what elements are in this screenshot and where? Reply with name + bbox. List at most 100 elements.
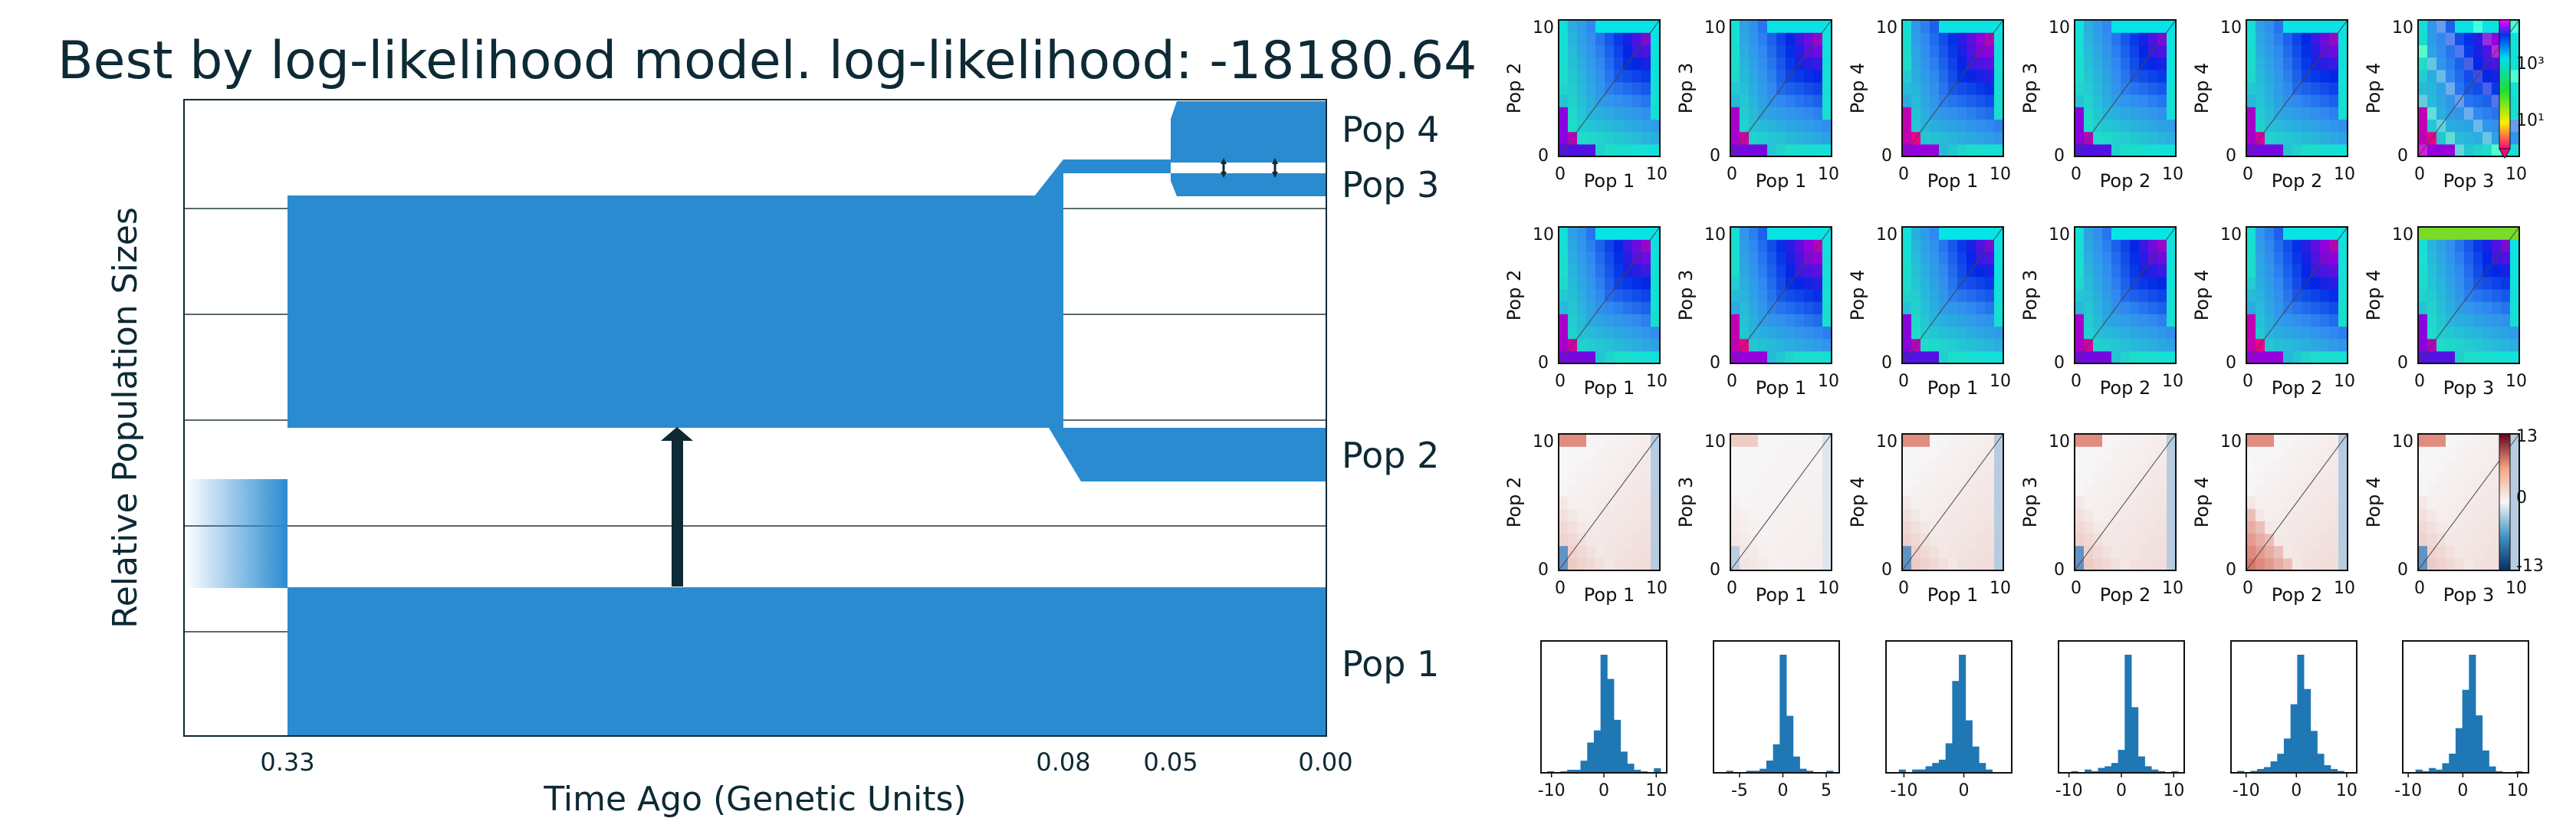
sfs-cell (2121, 264, 2131, 278)
sfs-cell (1813, 326, 1823, 340)
sfs-cell (2455, 326, 2465, 340)
sfs-cell (2492, 143, 2502, 157)
sfs-cell (2302, 251, 2312, 265)
sfs-cell (1632, 521, 1642, 534)
sfs-cell (1614, 326, 1624, 340)
sfs-cell (2418, 326, 2428, 340)
sfs-cell (1822, 276, 1832, 290)
sfs-cell (2084, 20, 2094, 33)
sfs-cell (1985, 434, 1995, 447)
histogram-bar (1746, 770, 1753, 773)
sfs-cell (2075, 107, 2085, 120)
sfs-cell (2501, 251, 2511, 265)
sfs-cell (2102, 350, 2112, 364)
sfs-cell (2084, 81, 2094, 95)
sfs-cell (1930, 545, 1940, 559)
sfs-cell (1577, 495, 1587, 509)
sfs-cell (2274, 326, 2284, 340)
sfs-cell (1623, 131, 1633, 145)
sfs-cell (1641, 301, 1651, 314)
sfs-cell (2446, 20, 2456, 33)
histogram-bar (2118, 750, 2125, 773)
sfs-cell (1586, 483, 1596, 497)
sfs-cell (2338, 288, 2348, 302)
histogram-bar (1607, 678, 1615, 773)
sfs-cell (1767, 314, 1777, 327)
sfs-cell (1994, 338, 2004, 352)
sfs-cell (1568, 495, 1578, 509)
histogram-bar (1938, 759, 1947, 773)
sfs-cell (2436, 107, 2446, 120)
sfs-cell (1957, 227, 1967, 240)
axis-labels: 0.33 0.08 0.05 0.00 Time Ago (Genetic Un… (106, 109, 1439, 819)
sfs-cell (1632, 483, 1642, 497)
sfs-cell (1795, 94, 1805, 107)
sfs-cell (1930, 350, 1940, 364)
sfs-cell (2320, 264, 2330, 278)
sfs-cell (1614, 57, 1624, 71)
sfs-cell (2157, 264, 2167, 278)
sfs-cell (2283, 350, 2293, 364)
histogram-bar (2310, 731, 2318, 773)
sfs-cell (1614, 32, 1624, 45)
sfs-cell (1795, 446, 1805, 459)
sfs-cell (2292, 32, 2302, 45)
sfs-cell (2093, 458, 2103, 472)
sfs-cell (2320, 107, 2330, 120)
sfs-cell (1976, 239, 1986, 252)
sfs-cell (2075, 94, 2085, 107)
sfs-cell (2148, 545, 2158, 559)
sfs-cell (2167, 276, 2177, 290)
sfs-cell (2446, 545, 2456, 559)
sfs-cell (2102, 143, 2112, 157)
y-axis-label: Pop 3 (2019, 477, 2041, 527)
sfs-cell (2427, 107, 2437, 120)
sfs-cell (1568, 314, 1578, 327)
sfs-cell (1740, 508, 1750, 521)
sfs-cell (2167, 143, 2177, 157)
sfs-cell (1822, 338, 1832, 352)
sfs-cell (1921, 264, 1930, 278)
sfs-cell (2102, 57, 2112, 71)
sfs-cell (2482, 350, 2492, 364)
sfs-cell (1804, 483, 1814, 497)
sfs-cell (1786, 314, 1796, 327)
x-tick-right: 10 (2162, 165, 2183, 184)
sfs-cell (2510, 557, 2520, 571)
sfs-cell (1967, 301, 1976, 314)
sfs-cell (1939, 446, 1949, 459)
sfs-cell (2111, 545, 2121, 559)
sfs-cell (1614, 495, 1624, 509)
sfs-cell (2093, 301, 2103, 314)
sfs-cell (1948, 119, 1958, 133)
histogram-bar (2098, 767, 2105, 773)
sfs-cell (1939, 107, 1949, 120)
x-tick-right: 10 (2334, 579, 2355, 598)
sfs-cell (1632, 94, 1642, 107)
sfs-cell (2473, 458, 2483, 472)
sfs-cell (1822, 69, 1832, 83)
histogram-tick-label: 10 (1645, 781, 1667, 800)
sfs-cell (1957, 57, 1967, 71)
sfs-cell (1939, 326, 1949, 340)
sfs-cell (1795, 326, 1805, 340)
sfs-cell (2418, 20, 2428, 33)
sfs-cell (1795, 495, 1805, 509)
sfs-cell (1786, 227, 1796, 240)
sfs-cell (2302, 20, 2312, 33)
sfs-cell (2510, 545, 2520, 559)
sfs-cell (2455, 251, 2465, 265)
sfs-cell (1957, 326, 1967, 340)
sfs-cell (2329, 314, 2339, 327)
sfs-cell (2167, 107, 2177, 120)
y-axis-label: Pop 4 (2363, 63, 2384, 113)
sfs-cell (1651, 44, 1661, 58)
sfs-cell (2121, 94, 2131, 107)
sfs-cell (2274, 143, 2284, 157)
histogram-bar (1806, 770, 1814, 773)
sfs-cell (1749, 276, 1759, 290)
sfs-cell (1595, 545, 1605, 559)
sfs-cell (2139, 508, 2149, 521)
sfs-cell (1795, 545, 1805, 559)
